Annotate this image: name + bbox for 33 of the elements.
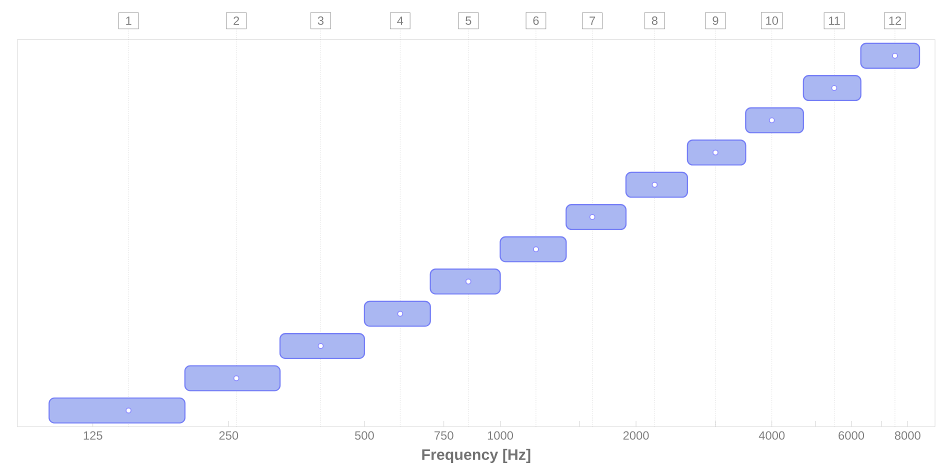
- x-tick-label: 4000: [758, 431, 785, 440]
- annotation: 9: [712, 16, 718, 25]
- x-tick-label: 1000: [488, 431, 514, 440]
- annotation: 3: [318, 16, 324, 25]
- x-tick-label: 2000: [623, 431, 649, 440]
- bar: [184, 365, 281, 392]
- annotation: 6: [533, 16, 539, 25]
- bar: [625, 172, 688, 198]
- x-tick-label: 125: [84, 431, 102, 440]
- x-tick-label: 500: [354, 431, 374, 440]
- annotation: 4: [397, 16, 404, 25]
- annotation: 5: [466, 16, 472, 25]
- bar: [686, 139, 746, 166]
- annotation: 2: [234, 16, 240, 25]
- x-axis-title: Frequency [Hz]: [422, 448, 530, 463]
- bar: [566, 204, 627, 230]
- x-tick-label: 8000: [894, 431, 920, 440]
- annotation: 10: [766, 16, 778, 25]
- x-tick-label: 250: [219, 431, 238, 440]
- annotation: 7: [590, 16, 596, 25]
- annotation: 1: [126, 16, 132, 25]
- bar: [500, 236, 567, 262]
- bar: [745, 107, 804, 134]
- bar: [48, 397, 186, 424]
- bar: [802, 74, 862, 101]
- x-tick-label: 6000: [838, 431, 864, 440]
- annotation: 12: [889, 16, 901, 25]
- annotation: 8: [652, 16, 658, 25]
- x-tick-label: 750: [434, 431, 454, 440]
- bar: [364, 300, 431, 327]
- bar: [279, 332, 366, 359]
- annotation: 11: [828, 16, 840, 25]
- bar: [430, 268, 501, 294]
